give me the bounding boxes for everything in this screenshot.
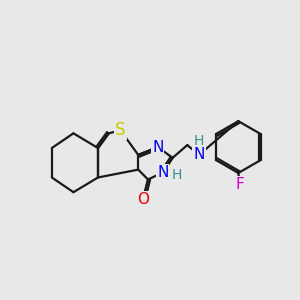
Text: N: N [157,165,168,180]
Text: F: F [236,177,244,192]
Text: H: H [194,134,204,148]
Text: O: O [137,192,149,207]
Text: S: S [115,122,126,140]
Text: N: N [194,147,205,162]
Text: H: H [172,168,182,182]
Text: N: N [152,140,164,154]
